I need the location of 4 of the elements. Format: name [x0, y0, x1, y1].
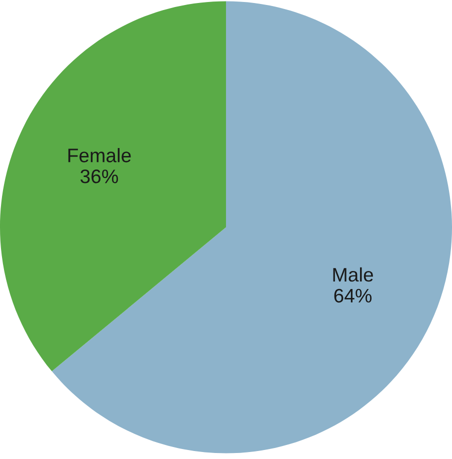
data-label: 36%	[80, 170, 118, 184]
slice-label: Female	[68, 148, 131, 162]
data-label: 64%	[334, 288, 372, 303]
slice-label: Male	[333, 267, 373, 282]
